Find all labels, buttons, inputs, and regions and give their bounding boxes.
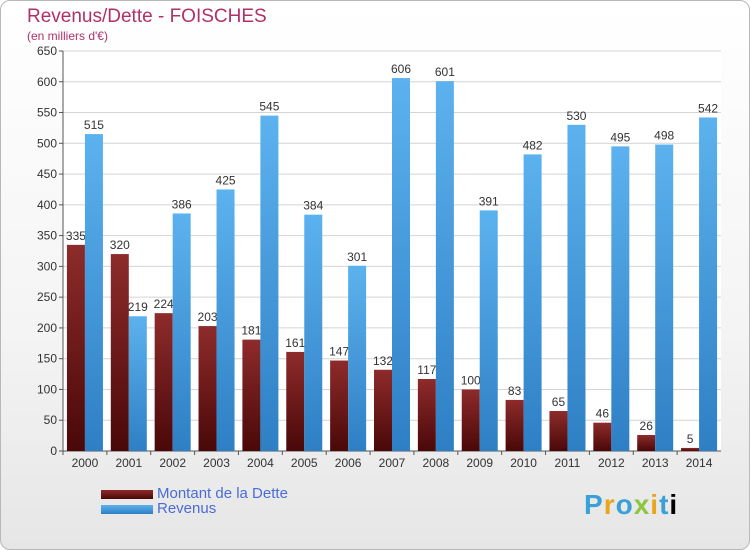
data-label-dette: 65: [552, 395, 566, 409]
y-tick-label: 100: [37, 382, 57, 396]
x-tick-label: 2007: [379, 456, 406, 470]
y-tick-label: 550: [37, 106, 57, 120]
data-label-revenus: 482: [523, 138, 543, 152]
y-tick-label: 0: [50, 444, 57, 458]
data-label-dette: 117: [417, 363, 436, 377]
data-label-dette: 100: [461, 373, 481, 387]
data-label-revenus: 384: [303, 199, 323, 213]
y-tick-label: 350: [37, 229, 57, 243]
y-tick-label: 500: [37, 136, 57, 150]
bar-revenus: [435, 81, 454, 452]
x-tick-label: 2010: [510, 456, 537, 470]
bar-revenus: [655, 144, 674, 452]
y-tick-label: 250: [37, 290, 57, 304]
x-tick-label: 2011: [555, 456, 581, 470]
x-tick-label: 2014: [686, 456, 713, 470]
data-label-revenus: 530: [566, 109, 586, 123]
bar-revenus: [567, 124, 586, 451]
bar-dette: [286, 351, 305, 451]
bar-revenus: [260, 115, 279, 451]
bar-dette: [417, 379, 436, 451]
x-tick-label: 2003: [203, 456, 230, 470]
bar-revenus: [128, 316, 147, 451]
data-label-dette: 335: [66, 229, 86, 243]
y-tick-label: 300: [37, 259, 57, 273]
bar-dette: [154, 313, 173, 451]
bar-revenus: [172, 213, 191, 451]
y-tick-label: 50: [44, 413, 58, 427]
data-label-revenus: 386: [172, 197, 192, 211]
x-tick-label: 2004: [247, 456, 274, 470]
bar-dette: [593, 422, 612, 451]
data-label-revenus: 219: [128, 300, 148, 314]
legend-label-revenus: Revenus: [157, 500, 217, 517]
bar-dette: [461, 389, 480, 451]
data-label-dette: 83: [508, 384, 522, 398]
data-label-revenus: 498: [654, 129, 674, 143]
y-tick-label: 650: [37, 44, 57, 58]
x-tick-label: 2000: [72, 456, 99, 470]
data-label-revenus: 495: [610, 130, 630, 144]
data-label-dette: 147: [329, 345, 349, 359]
data-label-dette: 5: [687, 432, 694, 446]
data-label-revenus: 545: [259, 100, 279, 114]
data-label-dette: 181: [241, 324, 261, 338]
bar-dette: [505, 399, 524, 451]
bar-dette: [242, 339, 261, 451]
y-tick-label: 600: [37, 75, 57, 89]
y-tick-label: 150: [37, 352, 57, 366]
bar-dette: [681, 447, 700, 451]
bar-dette: [66, 244, 85, 451]
y-tick-label: 450: [37, 167, 57, 181]
x-tick-label: 2002: [159, 456, 186, 470]
x-tick-label: 2009: [466, 456, 493, 470]
legend-swatch-dette: [101, 490, 153, 499]
chart-title: Revenus/Dette - FOISCHES: [27, 6, 267, 27]
bar-dette: [198, 326, 217, 451]
data-label-dette: 161: [285, 336, 305, 350]
bar-revenus: [479, 210, 498, 451]
data-label-revenus: 601: [435, 65, 455, 79]
proxiti-logo: Proxiti: [584, 489, 679, 520]
legend-label-dette: Montant de la Dette: [157, 485, 288, 502]
bar-revenus: [523, 154, 542, 451]
bar-dette: [637, 435, 656, 451]
data-label-dette: 26: [640, 419, 654, 433]
data-label-revenus: 391: [479, 194, 499, 208]
x-tick-label: 2008: [423, 456, 450, 470]
bar-dette: [549, 411, 568, 451]
data-label-dette: 320: [110, 238, 130, 252]
y-tick-label: 400: [37, 198, 57, 212]
bar-revenus: [84, 134, 103, 452]
x-tick-label: 2012: [598, 456, 625, 470]
data-label-revenus: 606: [391, 62, 411, 76]
bar-revenus: [348, 265, 367, 451]
legend-swatch-revenus: [101, 505, 153, 514]
bar-revenus: [699, 117, 718, 451]
data-label-dette: 46: [596, 407, 610, 421]
bar-revenus: [304, 214, 323, 451]
bar-revenus: [216, 189, 235, 451]
x-tick-label: 2005: [291, 456, 318, 470]
x-tick-label: 2001: [115, 456, 142, 470]
data-label-dette: 203: [198, 310, 218, 324]
data-label-revenus: 542: [698, 101, 718, 115]
data-label-dette: 224: [154, 297, 174, 311]
data-label-revenus: 301: [347, 250, 367, 264]
data-label-revenus: 515: [84, 118, 104, 132]
bar-revenus: [392, 78, 410, 452]
bar-dette: [110, 254, 129, 451]
bar-revenus: [611, 146, 630, 451]
y-tick-label: 200: [37, 321, 57, 335]
chart-subtitle: (en milliers d'€): [27, 29, 108, 43]
bar-dette: [330, 360, 349, 451]
data-label-dette: 132: [373, 354, 393, 368]
x-tick-label: 2013: [642, 456, 669, 470]
bar-dette: [374, 369, 392, 451]
data-label-revenus: 425: [216, 173, 236, 187]
x-tick-label: 2006: [335, 456, 362, 470]
